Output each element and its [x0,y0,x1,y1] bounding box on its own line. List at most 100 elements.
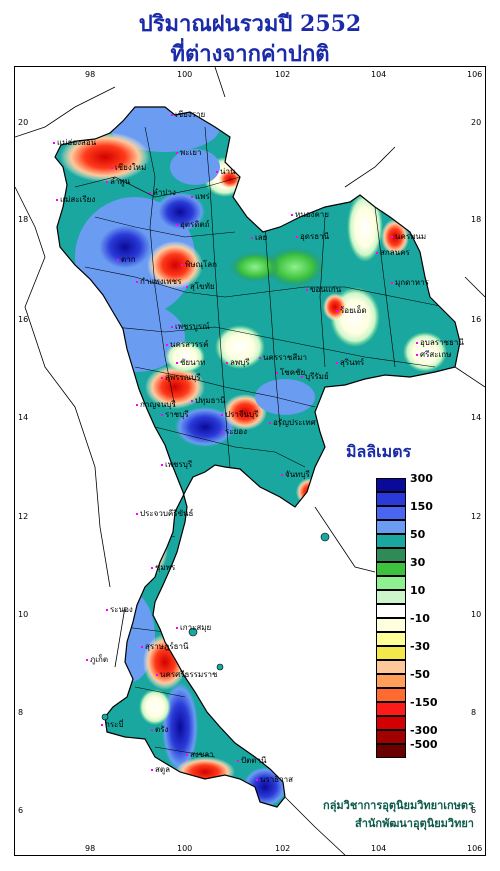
lon-tick: 104 [371,844,386,853]
map-title: ปริมาณฝนรวมปี 2552 [138,11,362,37]
place-label: น่าน [220,167,236,176]
lon-ticks-top: 98 100 102 104 106 [85,70,482,79]
legend-swatch [376,492,406,506]
station-marker [149,192,151,194]
place-label: นครราชสีมา [263,353,307,362]
legend-bin: 300 [376,472,433,492]
station-marker [176,224,178,226]
place-label: เพชรบุรี [165,460,193,469]
legend-swatch [376,674,406,688]
credit-department: กลุ่มวิชาการอุตุนิยมวิทยาเกษตร [323,799,474,812]
legend-label: -150 [410,696,438,709]
legend-swatch [376,730,406,744]
place-label: อุบลราชธานี [420,338,464,347]
station-marker [101,724,103,726]
place-label: ชุมพร [155,563,176,572]
legend-bin [376,688,406,702]
legend-label: 300 [410,472,433,485]
place-label: สุโขทัย [190,281,215,291]
legend-label: 30 [410,556,426,569]
lat-tick: 8 [18,708,23,717]
legend-bin: -150 [376,696,438,716]
station-marker [151,567,153,569]
place-label: พิษณุโลก [185,259,217,269]
place-label: ชัยนาท [180,358,205,367]
legend-bin [376,548,406,562]
legend-bin: 50 [376,528,425,548]
lat-tick: 8 [471,708,476,717]
legend-swatch [376,702,406,716]
legend-swatch [376,660,406,674]
station-marker [171,114,173,116]
lat-tick: 12 [471,512,481,521]
place-label: จันทบุรี [285,470,311,479]
lat-tick: 16 [471,315,481,324]
station-marker [216,171,218,173]
place-label: นราธิวาส [260,775,293,784]
place-label: ศรีสะเกษ [420,350,451,359]
legend-bin [376,492,406,506]
station-marker [53,142,55,144]
map-subtitle: ที่ต่างจากค่าปกติ [170,41,330,67]
legend-bin [376,604,406,618]
place-label: กำแพงเพชร [140,277,182,286]
legend-label: -10 [410,612,430,625]
lon-ticks-bottom: 98 100 102 104 106 [85,844,482,853]
legend-swatch [376,716,406,730]
lon-tick: 98 [85,844,95,853]
place-label: ประจวบคีรีขันธ์ [140,508,194,518]
legend-swatch [376,744,406,758]
place-label: ลพบุรี [230,358,250,367]
lat-tick: 12 [18,512,28,521]
place-label: กาญจนบุรี [140,400,176,409]
legend-bin: -50 [376,668,430,688]
legend-swatch [376,520,406,534]
station-marker [111,167,113,169]
legend-label: -500 [410,738,438,751]
legend-label: 10 [410,584,426,597]
station-marker [56,199,58,201]
station-marker [226,362,228,364]
province-borders [74,126,446,758]
legend-swatch [376,604,406,618]
station-marker [176,362,178,364]
legend-label: -300 [410,724,438,737]
station-marker [181,264,183,266]
lon-tick: 100 [177,844,192,853]
station-marker [151,769,153,771]
lon-tick: 104 [371,70,386,79]
lat-tick: 10 [471,610,481,619]
legend-label: 50 [410,528,426,541]
station-marker [191,400,193,402]
legend-swatch [376,478,406,492]
place-label: ปทุมธานี [195,396,226,405]
lat-tick: 20 [471,118,481,127]
place-label: ตรัง [155,725,168,734]
legend-bin: 150 [376,500,433,520]
lat-ticks-right: 20 18 16 14 12 10 8 6 [471,118,481,815]
place-label: อุตรดิตถ์ [180,219,210,229]
station-marker [106,181,108,183]
place-label: โชคชัย [280,367,305,377]
station-marker [176,152,178,154]
station-marker [336,310,338,312]
station-marker [291,214,293,216]
lat-tick: 18 [471,215,481,224]
place-label: เลย [255,233,267,242]
place-label: แพร่ [195,192,210,201]
station-marker [256,779,258,781]
station-marker [117,259,119,261]
lat-ticks-left: 20 18 16 14 12 10 8 6 [18,118,28,815]
place-label: หนองคาย [295,210,329,219]
legend-swatch [376,632,406,646]
station-marker [161,377,163,379]
place-label: ลำพูน [110,177,131,187]
station-marker [416,342,418,344]
station-marker [141,646,143,648]
station-marker [136,281,138,283]
lon-tick: 102 [275,844,290,853]
lon-tick: 106 [467,844,482,853]
station-marker [221,431,223,433]
station-marker [221,414,223,416]
